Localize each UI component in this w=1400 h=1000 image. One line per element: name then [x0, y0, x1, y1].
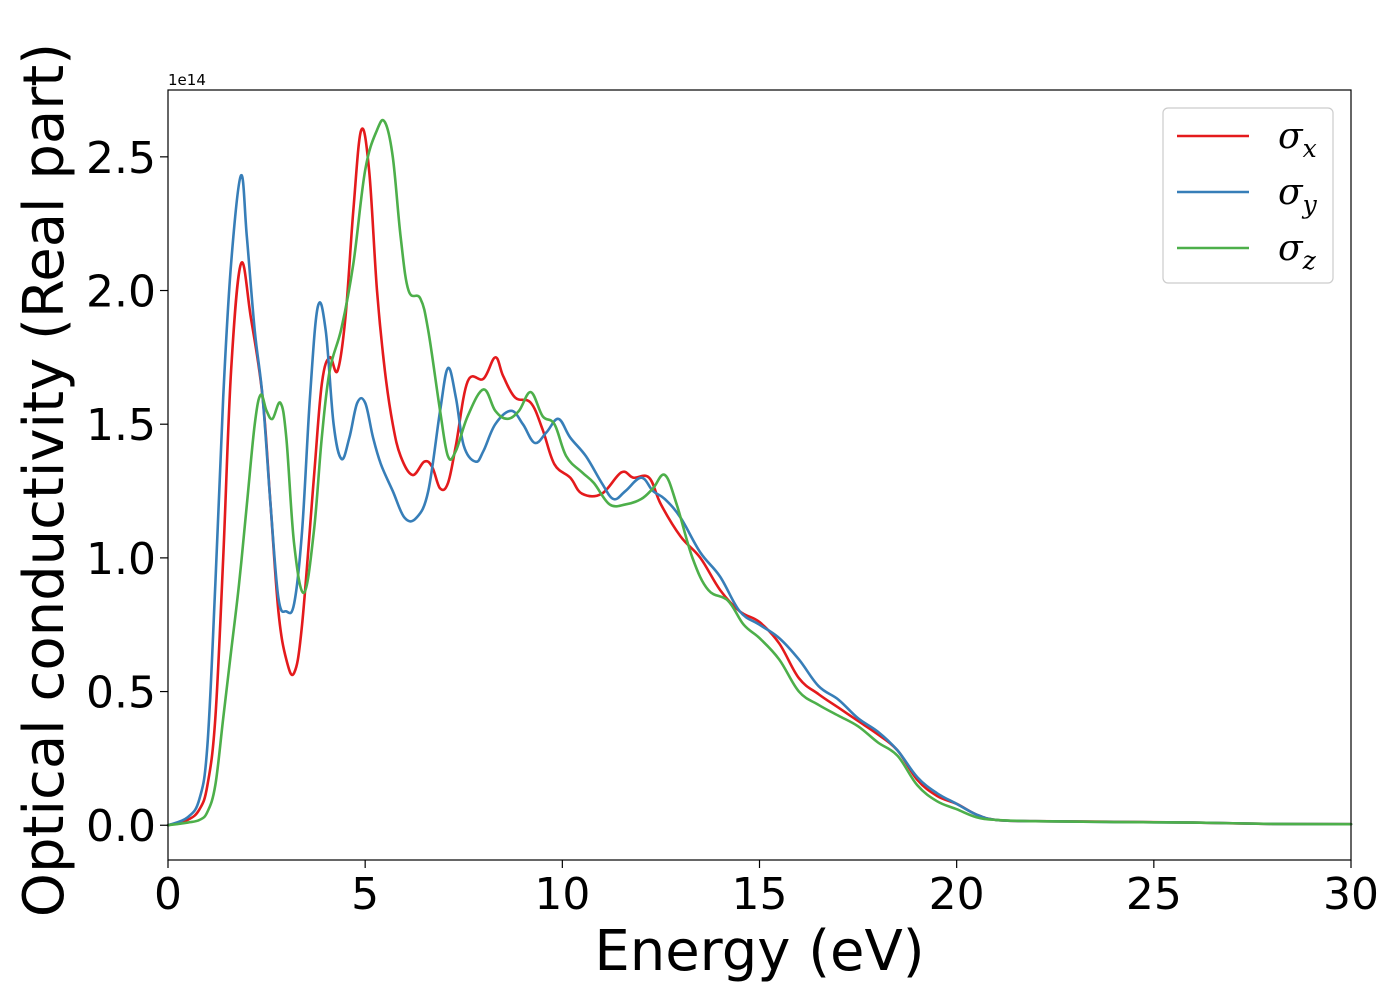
- series-line-z: [166, 118, 1353, 827]
- y-tick-label: 2.5: [86, 133, 156, 184]
- y-tick-label: 2.0: [86, 267, 156, 318]
- x-tick-label: 5: [351, 869, 379, 920]
- x-axis-label: Energy (eV): [594, 919, 924, 984]
- y-axis-offset-label: 1e14: [168, 71, 206, 89]
- y-tick-label: 1.0: [86, 534, 156, 585]
- legend-box: [1162, 107, 1334, 284]
- series-line-y: [166, 174, 1353, 827]
- y-tick-label: 1.5: [86, 400, 156, 451]
- legend-entry-y: σy: [1278, 172, 1318, 219]
- legend: σx σy σz: [1162, 107, 1334, 284]
- x-tick-label: 15: [732, 869, 788, 920]
- y-axis-label: Optical conductivity (Real part): [12, 43, 77, 917]
- x-tick-label: 0: [154, 869, 182, 920]
- x-axis-ticks: 0 5 10 15 20 25 30: [154, 860, 1379, 920]
- plot-lines: [166, 118, 1353, 827]
- x-tick-label: 10: [534, 869, 590, 920]
- y-tick-label: 0.5: [86, 668, 156, 719]
- x-tick-label: 25: [1126, 869, 1182, 920]
- x-tick-label: 20: [929, 869, 985, 920]
- x-tick-label: 30: [1323, 869, 1379, 920]
- legend-entry-x: σx: [1278, 116, 1317, 163]
- legend-entry-z: σz: [1278, 228, 1317, 275]
- y-axis-ticks: 0.0 0.5 1.0 1.5 2.0 2.5: [86, 133, 168, 852]
- y-tick-label: 0.0: [86, 801, 156, 852]
